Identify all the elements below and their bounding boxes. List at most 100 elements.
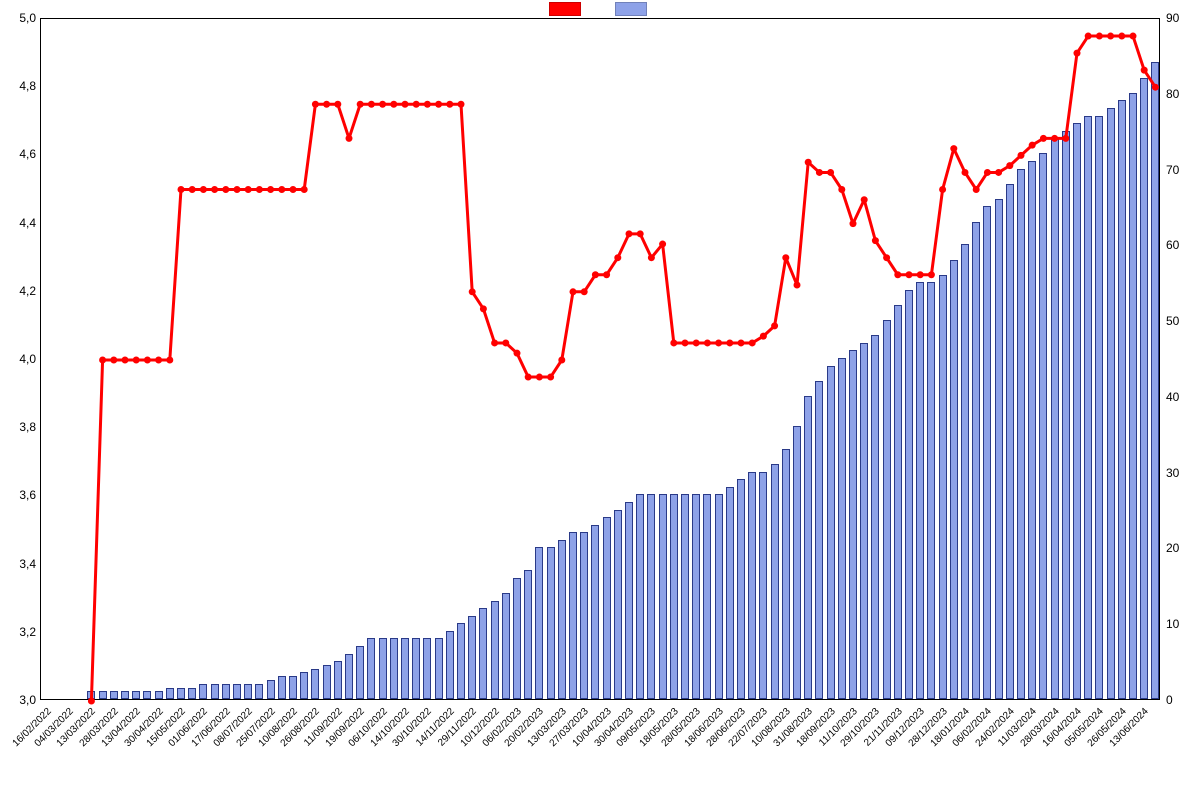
line-marker (614, 254, 621, 261)
bar (883, 320, 891, 699)
line-marker (480, 305, 487, 312)
y-left-tick-label: 3,8 (6, 420, 36, 434)
line-marker (234, 186, 241, 193)
y-right-tick-label: 30 (1166, 466, 1196, 480)
bar (412, 638, 420, 699)
bar (558, 540, 566, 699)
bar (233, 684, 241, 699)
line-marker (670, 339, 677, 346)
bar (681, 494, 689, 699)
bar (244, 684, 252, 699)
line-marker (1006, 162, 1013, 169)
line-marker (693, 339, 700, 346)
legend-swatch-line (549, 2, 581, 16)
line-marker (122, 357, 129, 364)
bar (379, 638, 387, 699)
bar (199, 684, 207, 699)
bar (1039, 153, 1047, 699)
bar (513, 578, 521, 699)
bar (894, 305, 902, 699)
line-marker (99, 357, 106, 364)
line-marker (749, 339, 756, 346)
y-right-tick-label: 40 (1166, 390, 1196, 404)
line-marker (424, 101, 431, 108)
line-marker (536, 374, 543, 381)
line-series (41, 19, 1161, 701)
line-marker (390, 101, 397, 108)
line-marker (110, 357, 117, 364)
bar (524, 570, 532, 699)
bar (255, 684, 263, 699)
y-left-tick-label: 4,8 (6, 79, 36, 93)
bar (939, 275, 947, 699)
bar (916, 282, 924, 699)
line-marker (592, 271, 599, 278)
y-left-tick-label: 3,4 (6, 557, 36, 571)
bar (838, 358, 846, 699)
line-marker (861, 196, 868, 203)
bar (726, 487, 734, 699)
bar (860, 343, 868, 699)
line-marker (906, 271, 913, 278)
bar (636, 494, 644, 699)
line-marker (850, 220, 857, 227)
line-marker (838, 186, 845, 193)
bar (782, 449, 790, 699)
bar (289, 676, 297, 699)
bar (211, 684, 219, 699)
y-right-tick-label: 10 (1166, 617, 1196, 631)
line-marker (760, 333, 767, 340)
bar (547, 547, 555, 699)
bar (793, 426, 801, 699)
bar (1017, 169, 1025, 699)
bar (423, 638, 431, 699)
line-marker (334, 101, 341, 108)
bar (87, 691, 95, 699)
bar (110, 691, 118, 699)
y-right-tick-label: 70 (1166, 163, 1196, 177)
line-marker (133, 357, 140, 364)
bar (692, 494, 700, 699)
bar (278, 676, 286, 699)
y-right-tick-label: 50 (1166, 314, 1196, 328)
bar (849, 350, 857, 699)
bar (737, 479, 745, 699)
y-left-tick-label: 5,0 (6, 11, 36, 25)
bar (1084, 116, 1092, 699)
bar (323, 665, 331, 699)
y-left-tick-label: 4,2 (6, 284, 36, 298)
bar (759, 472, 767, 699)
bar (446, 631, 454, 699)
y-left-tick-label: 4,0 (6, 352, 36, 366)
line-marker (547, 374, 554, 381)
line-marker (637, 230, 644, 237)
line-marker (290, 186, 297, 193)
line-marker (704, 339, 711, 346)
bar (132, 691, 140, 699)
line-marker (245, 186, 252, 193)
bar (614, 510, 622, 699)
bar (1095, 116, 1103, 699)
bar (401, 638, 409, 699)
bar (356, 646, 364, 699)
line-marker (1040, 135, 1047, 142)
y-left-tick-label: 4,6 (6, 147, 36, 161)
line-marker (995, 169, 1002, 176)
bar (804, 396, 812, 699)
line-marker (603, 271, 610, 278)
line-marker (581, 288, 588, 295)
bar (267, 680, 275, 699)
line-marker (301, 186, 308, 193)
line-marker (827, 169, 834, 176)
y-right-tick-label: 80 (1166, 87, 1196, 101)
line-marker (816, 169, 823, 176)
line-marker (413, 101, 420, 108)
line-marker (256, 186, 263, 193)
bar (659, 494, 667, 699)
bar (771, 464, 779, 699)
bar (703, 494, 711, 699)
bar (121, 691, 129, 699)
line-marker (312, 101, 319, 108)
line-marker (446, 101, 453, 108)
line-marker (626, 230, 633, 237)
